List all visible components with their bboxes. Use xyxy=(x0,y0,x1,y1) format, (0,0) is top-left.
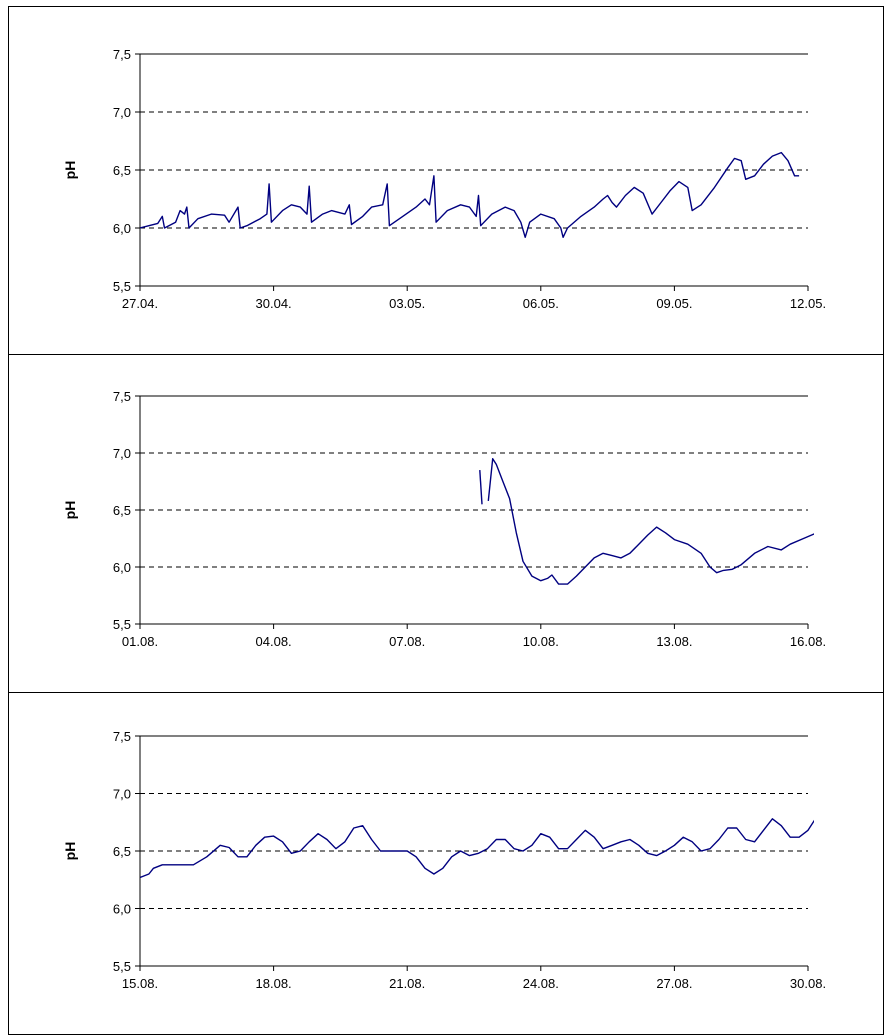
x-tick-label: 27.04. xyxy=(122,296,158,311)
y-axis-label: pH xyxy=(62,161,78,180)
chart-panel-3: 5,5 6,0 6,5 7,0 7,5 15.08. 18.08. 21.08. 24.08. 2… xyxy=(8,692,884,1035)
series-line xyxy=(479,470,483,505)
y-tick-label: 7,5 xyxy=(113,47,131,62)
y-tick-label: 6,0 xyxy=(113,560,131,575)
y-tick-label: 7,0 xyxy=(113,446,131,461)
x-tick-label: 01.08. xyxy=(122,634,158,649)
x-tick-label: 04.08. xyxy=(256,634,292,649)
y-tick-label: 6,0 xyxy=(113,221,131,236)
x-tick-label: 24.08. xyxy=(523,976,559,991)
y-tick-label: 5,5 xyxy=(113,959,131,974)
x-tick-label: 18.08. xyxy=(256,976,292,991)
x-tick-label: 06.05. xyxy=(523,296,559,311)
chart-3: 5,5 6,0 6,5 7,0 7,5 15.08. 18.08. 21.08. 24.08. 2… xyxy=(62,729,826,991)
chart-panel-1: 5,5 6,0 6,5 7,0 7,5 27.04. 30.04. 03.05. 06.05. 0… xyxy=(8,6,884,355)
x-tick-label: 13.08. xyxy=(656,634,692,649)
y-axis-label: pH xyxy=(62,501,78,520)
y-tick-label: 7,5 xyxy=(113,389,131,404)
x-tick-label: 12.05. xyxy=(790,296,826,311)
series-line xyxy=(487,457,814,585)
y-tick-label: 5,5 xyxy=(113,279,131,294)
y-tick-label: 6,5 xyxy=(113,503,131,518)
x-tick-label: 09.05. xyxy=(656,296,692,311)
x-tick-label: 30.04. xyxy=(256,296,292,311)
x-tick-label: 21.08. xyxy=(389,976,425,991)
y-tick-label: 7,5 xyxy=(113,729,131,744)
y-axis-label: pH xyxy=(62,842,78,861)
chart-2: 5,5 6,0 6,5 7,0 7,5 01.08. 04.08. 07.08. 10.08. 1… xyxy=(62,389,826,649)
chart-panel-2: 5,5 6,0 6,5 7,0 7,5 01.08. 04.08. 07.08. 10.08. 1… xyxy=(8,354,884,693)
x-tick-label: 16.08. xyxy=(790,634,826,649)
x-tick-label: 15.08. xyxy=(122,976,158,991)
x-tick-label: 03.05. xyxy=(389,296,425,311)
y-tick-label: 6,5 xyxy=(113,163,131,178)
series-line xyxy=(140,151,800,239)
series-line xyxy=(140,818,814,879)
x-tick-label: 07.08. xyxy=(389,634,425,649)
x-tick-label: 10.08. xyxy=(523,634,559,649)
y-tick-label: 6,5 xyxy=(113,844,131,859)
y-tick-label: 6,0 xyxy=(113,902,131,917)
x-tick-label: 27.08. xyxy=(656,976,692,991)
x-tick-label: 30.08. xyxy=(790,976,826,991)
y-tick-label: 5,5 xyxy=(113,617,131,632)
y-tick-label: 7,0 xyxy=(113,787,131,802)
y-tick-label: 7,0 xyxy=(113,105,131,120)
chart-1: 5,5 6,0 6,5 7,0 7,5 27.04. 30.04. 03.05. 06.05. 0… xyxy=(62,47,826,311)
